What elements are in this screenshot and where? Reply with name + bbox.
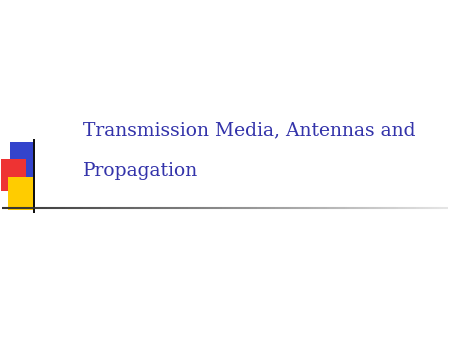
Text: Transmission Media, Antennas and: Transmission Media, Antennas and [83, 121, 416, 139]
Bar [1, 159, 26, 191]
Bar [32, 139, 35, 213]
Bar [8, 177, 33, 210]
Text: Propagation: Propagation [83, 162, 198, 180]
Bar [10, 142, 35, 181]
